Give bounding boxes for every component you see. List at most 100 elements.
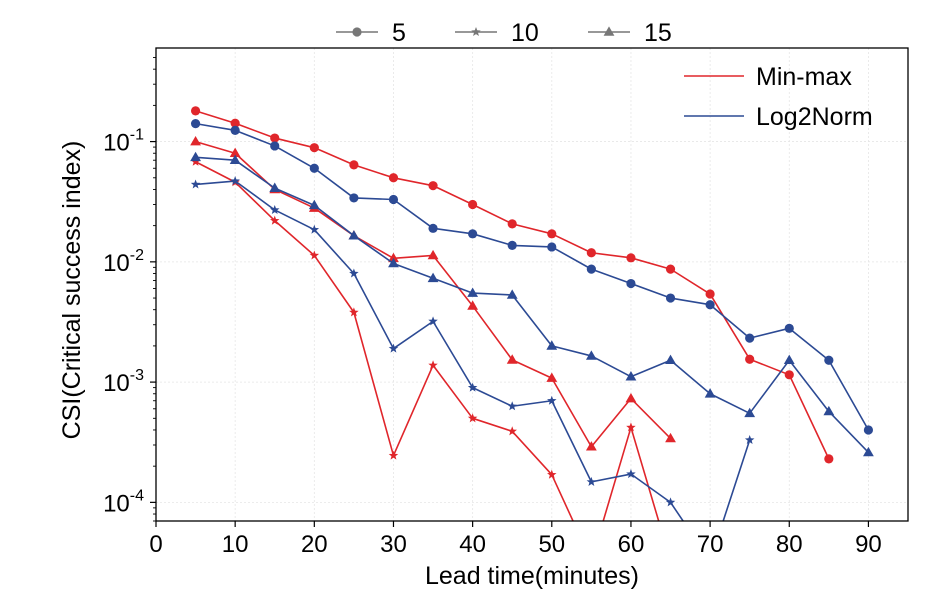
data-point <box>467 287 479 297</box>
legend-label: 15 <box>644 19 672 47</box>
x-tick-label: 70 <box>697 531 724 558</box>
data-point <box>745 354 755 364</box>
data-point <box>468 229 478 239</box>
data-point <box>229 154 241 165</box>
legend-marker-5: 5 <box>336 19 406 47</box>
data-point <box>428 316 438 326</box>
data-point <box>863 425 874 435</box>
legend-markers: 5 10 15 <box>336 19 672 47</box>
data-point <box>665 432 676 443</box>
data-point <box>467 300 479 310</box>
y-tick-label: 10-1 <box>103 127 144 157</box>
y-axis: 10-1 10-2 10-3 10-4 <box>103 57 156 522</box>
data-point <box>190 151 201 162</box>
data-point <box>546 340 558 350</box>
data-point <box>269 215 280 225</box>
x-tick-label: 0 <box>149 531 162 558</box>
data-point <box>823 405 835 416</box>
data-point <box>230 176 240 186</box>
data-point <box>269 182 281 192</box>
data-point <box>704 388 716 398</box>
data-point <box>863 446 874 457</box>
series-log2norm-15 <box>190 151 874 457</box>
data-point <box>784 323 794 333</box>
legend-method-log2norm: Log2Norm <box>684 103 873 131</box>
x-tick-label: 50 <box>538 531 565 558</box>
data-point <box>388 450 399 460</box>
x-axis-label: Lead time(minutes) <box>425 562 639 590</box>
data-point <box>349 160 359 170</box>
series-log2norm-5 <box>190 119 874 435</box>
data-point <box>190 179 201 189</box>
legend-symbol <box>471 27 481 37</box>
y-tick-label: 10-4 <box>103 487 144 517</box>
x-tick-label: 30 <box>380 531 407 558</box>
data-point <box>428 181 438 191</box>
data-point <box>626 253 636 263</box>
data-point <box>586 264 596 274</box>
data-point <box>665 497 676 507</box>
data-point <box>824 454 834 464</box>
legend-symbol <box>603 26 615 36</box>
data-point <box>308 199 320 210</box>
data-point <box>784 370 794 380</box>
series-line <box>195 156 869 454</box>
data-point <box>625 371 637 381</box>
x-tick-label: 60 <box>618 531 645 558</box>
legend-label: Min-max <box>756 63 852 91</box>
data-point <box>507 426 517 436</box>
series-log2norm-10 <box>190 176 755 521</box>
data-point <box>547 395 557 405</box>
series-layer <box>190 106 874 521</box>
legend-methods: Min-max Log2Norm <box>684 63 873 131</box>
data-point <box>783 354 795 365</box>
data-point <box>428 223 438 233</box>
data-point <box>309 163 319 173</box>
legend-symbol <box>352 27 362 37</box>
data-point <box>626 469 636 479</box>
data-point <box>388 343 399 353</box>
data-point <box>507 401 517 411</box>
data-point <box>585 350 597 360</box>
data-point <box>190 119 201 129</box>
x-tick-label: 80 <box>776 531 803 558</box>
series-min-max-5 <box>190 106 834 464</box>
data-point <box>349 193 359 203</box>
data-point <box>230 125 240 135</box>
data-point <box>388 173 399 183</box>
data-point <box>269 204 280 215</box>
data-point <box>230 118 240 128</box>
y-tick-label: 10-3 <box>103 367 144 397</box>
data-point <box>547 469 557 479</box>
data-point <box>824 355 834 365</box>
data-point <box>270 133 280 143</box>
x-axis: 0 10 20 30 40 50 60 70 80 90 <box>149 521 882 558</box>
data-point <box>388 194 399 205</box>
data-point <box>388 257 399 268</box>
x-tick-label: 90 <box>855 531 882 558</box>
data-point <box>388 252 399 263</box>
data-point <box>665 293 676 303</box>
y-tick-label: 10-2 <box>103 247 144 277</box>
x-tick-label: 40 <box>459 531 486 558</box>
data-point <box>427 272 439 283</box>
data-point <box>427 249 439 260</box>
data-point <box>309 143 319 153</box>
data-point <box>626 278 636 289</box>
legend-method-min-max: Min-max <box>684 63 852 91</box>
data-point <box>665 354 676 365</box>
legend-marker-15: 15 <box>588 19 672 47</box>
data-point <box>190 135 201 146</box>
data-point <box>705 289 715 299</box>
data-point <box>349 268 359 278</box>
legend-label: 5 <box>392 19 406 47</box>
data-point <box>270 141 280 151</box>
data-point <box>547 242 557 252</box>
data-point <box>190 106 201 116</box>
data-point <box>467 382 478 392</box>
legend-marker-10: 10 <box>455 19 539 47</box>
data-point <box>705 300 715 310</box>
legend-label: 10 <box>511 19 539 47</box>
data-point <box>309 250 320 260</box>
series-line <box>195 122 870 431</box>
